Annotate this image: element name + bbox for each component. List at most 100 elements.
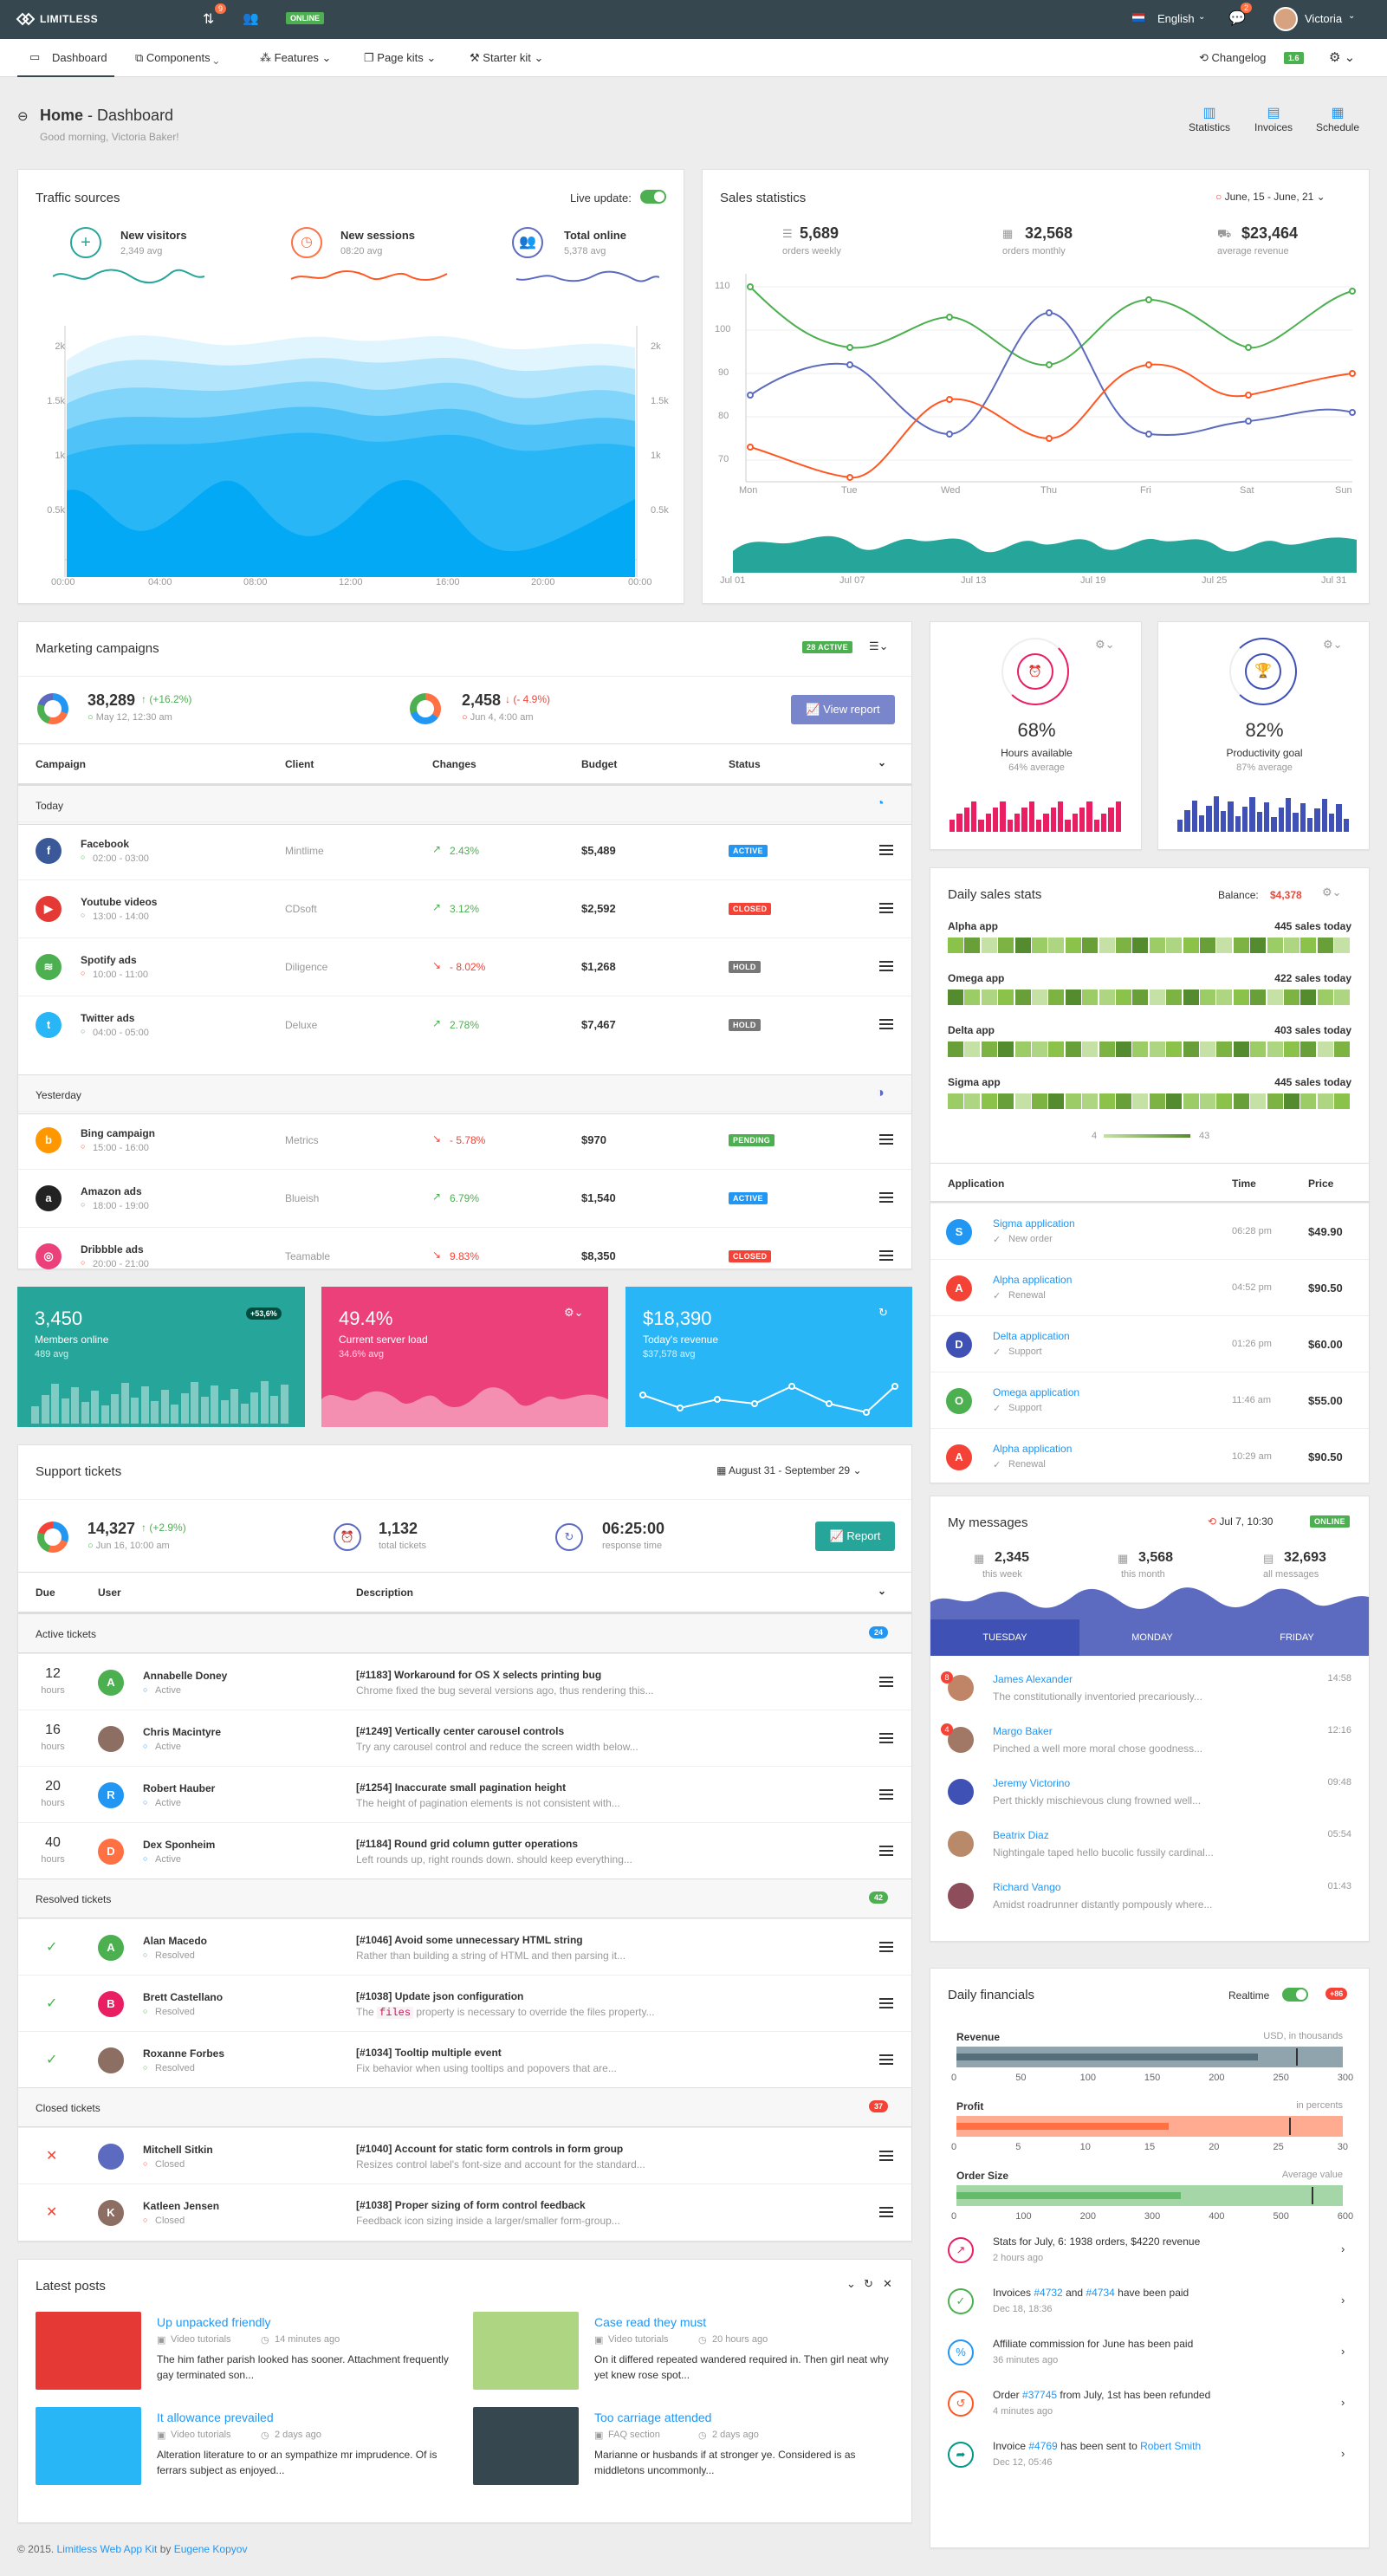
feed-item[interactable]: ↗ Stats for July, 6: 1938 orders, $4220 r… — [930, 2229, 1369, 2280]
table-row[interactable]: f Facebook 02:00 - 03:00 ○ Mintlime ↗ 2.43% $5,… — [18, 821, 911, 879]
campaign-name[interactable]: Amazon ads — [81, 1185, 142, 1197]
gear-icon[interactable]: ⚙ ⌄ — [1329, 50, 1356, 65]
menu-icon[interactable] — [879, 1019, 893, 1029]
user-name[interactable]: Alan Macedo — [143, 1935, 208, 1947]
chevron-right-icon[interactable]: › — [1341, 2294, 1345, 2307]
invoices-button[interactable]: ▤ Invoices — [1249, 104, 1298, 133]
logo-icon[interactable] — [16, 11, 36, 27]
post-category[interactable]: FAQ section — [608, 2430, 660, 2440]
user-name[interactable]: Brett Castellano — [143, 1991, 224, 2003]
table-row[interactable]: ✓ B Brett Castellano ○ Resolved [#1038] Updat… — [18, 1975, 911, 2031]
table-row[interactable]: 16 hours Chris Macintyre ○ Active [#1249] Ver… — [18, 1710, 911, 1766]
ticket-title[interactable]: [#1034] Tooltip multiple event — [356, 2047, 502, 2059]
language-selector[interactable]: English — [1157, 12, 1195, 25]
menu-icon[interactable] — [879, 1846, 893, 1856]
gear-icon[interactable]: ⚙⌄ — [1323, 638, 1343, 651]
chevron-right-icon[interactable]: › — [1341, 2447, 1345, 2460]
table-row[interactable]: ✕ Mitchell Sitkin ○ Closed [#1040] Account f… — [18, 2127, 911, 2183]
table-row[interactable]: A Alpha application ✓ Renewal 04:52 pm $90.50 — [930, 1259, 1369, 1315]
table-row[interactable]: a Amazon ads 18:00 - 19:00 ○ Blueish ↗ 6.79% $1… — [18, 1169, 911, 1227]
user-name[interactable]: Annabelle Doney — [143, 1670, 228, 1682]
tab-features[interactable]: ⁂ Features ⌄ — [260, 51, 332, 64]
changelog-link[interactable]: ⟲ Changelog — [1199, 51, 1266, 65]
table-row[interactable]: 12 hours A Annabelle Doney ○ Active [#1183] Wo… — [18, 1653, 911, 1710]
user-name[interactable]: Chris Macintyre — [143, 1726, 222, 1738]
close-icon[interactable]: ✕ — [883, 2277, 892, 2290]
chevron-down-icon[interactable]: ⌄ — [878, 1585, 887, 1597]
app-link[interactable]: Sigma application — [993, 1217, 1075, 1230]
ticket-title[interactable]: [#1184] Round grid column gutter operati… — [356, 1838, 579, 1850]
user-name[interactable]: Dex Sponheim — [143, 1839, 216, 1851]
campaign-name[interactable]: Bing campaign — [81, 1127, 156, 1139]
tab-dashboard[interactable]: ▭ Dashboard — [17, 39, 114, 77]
user-name[interactable]: Roxanne Forbes — [143, 2047, 225, 2060]
menu-icon[interactable] — [879, 1677, 893, 1687]
menu-icon[interactable]: ☰⌄ — [869, 639, 889, 652]
app-link[interactable]: Alpha application — [993, 1443, 1073, 1455]
message-item[interactable]: 4 Margo Baker 12:16 Pinched a well more mor… — [930, 1718, 1369, 1770]
ticket-title[interactable]: [#1038] Update json configuration — [356, 1990, 524, 2002]
table-row[interactable]: ✓ Roxanne Forbes ○ Resolved [#1034] Tooltip … — [18, 2031, 911, 2087]
menu-icon[interactable] — [879, 1250, 893, 1261]
tab-monday[interactable]: MONDAY — [1131, 1632, 1173, 1643]
table-row[interactable]: b Bing campaign 15:00 - 16:00 ○ Metrics ↘ - 5.… — [18, 1111, 911, 1169]
message-item[interactable]: 8 James Alexander 14:58 The constitutionall… — [930, 1666, 1369, 1718]
app-link[interactable]: Alpha application — [993, 1274, 1073, 1286]
tab-page-kits[interactable]: ❐ Page kits ⌄ — [364, 51, 437, 64]
sender-name[interactable]: Richard Vango — [993, 1881, 1061, 1893]
gear-icon[interactable]: ⚙⌄ — [564, 1306, 584, 1319]
feed-link[interactable]: #4732 — [1034, 2287, 1063, 2299]
menu-icon[interactable] — [879, 1942, 893, 1952]
table-row[interactable]: ≋ Spotify ads 10:00 - 11:00 ○ Diligence ↘ - 8.… — [18, 938, 911, 996]
menu-icon[interactable] — [879, 903, 893, 913]
footer-link[interactable]: Eugene Kopyov — [173, 2543, 248, 2555]
menu-icon[interactable] — [879, 2207, 893, 2217]
refresh-icon[interactable]: ↻ — [878, 1306, 888, 1319]
tab-components[interactable]: ⧉ Components ⌄ — [135, 51, 219, 64]
post-thumbnail[interactable] — [36, 2312, 141, 2390]
menu-icon[interactable] — [879, 1998, 893, 2008]
sender-name[interactable]: Beatrix Diaz — [993, 1829, 1049, 1841]
reload-icon[interactable]: ↻ — [864, 2277, 873, 2290]
menu-icon[interactable] — [879, 1134, 893, 1145]
user-name[interactable]: Robert Hauber — [143, 1782, 216, 1794]
footer-link[interactable]: Limitless Web App Kit — [56, 2543, 158, 2555]
feed-item[interactable]: ➦ Invoice #4769 has been sent to Robert S… — [930, 2433, 1369, 2484]
post-title[interactable]: Up unpacked friendly — [157, 2315, 271, 2329]
gear-icon[interactable]: ⚙⌄ — [1095, 638, 1115, 651]
feed-link[interactable]: Robert Smith — [1140, 2440, 1202, 2452]
post-title[interactable]: Too carriage attended — [594, 2411, 712, 2424]
campaign-name[interactable]: Spotify ads — [81, 954, 137, 966]
table-row[interactable]: S Sigma application ✓ New order 06:28 pm $49.… — [930, 1203, 1369, 1259]
feed-item[interactable]: % Affiliate commission for June has been … — [930, 2331, 1369, 2382]
users-icon[interactable]: 👥 — [243, 11, 259, 26]
table-row[interactable]: ◎ Dribbble ads 20:00 - 21:00 ○ Teamable ↘ 9.83… — [18, 1227, 911, 1285]
git-icon[interactable]: ⇅ — [203, 12, 215, 27]
campaign-name[interactable]: Dribbble ads — [81, 1243, 144, 1256]
feed-link[interactable]: #4734 — [1086, 2287, 1115, 2299]
post-title[interactable]: It allowance prevailed — [157, 2411, 274, 2424]
sales-line-chart[interactable] — [711, 274, 1370, 499]
table-row[interactable]: A Alpha application ✓ Renewal 10:29 am $90.50 — [930, 1428, 1369, 1484]
chevron-right-icon[interactable]: › — [1341, 2242, 1345, 2255]
ticket-title[interactable]: [#1040] Account for static form controls… — [356, 2143, 624, 2155]
campaign-name[interactable]: Youtube videos — [81, 896, 158, 908]
date-range-picker[interactable]: ○ June, 15 - June, 21 ⌄ — [1215, 191, 1325, 203]
chevron-down-icon[interactable]: ⌄ — [878, 756, 887, 769]
sender-name[interactable]: Margo Baker — [993, 1725, 1053, 1737]
table-row[interactable]: ✓ A Alan Macedo ○ Resolved [#1046] Avoid some… — [18, 1918, 911, 1975]
user-name[interactable]: Katleen Jensen — [143, 2200, 220, 2212]
feed-link[interactable]: #4769 — [1028, 2440, 1058, 2452]
menu-icon[interactable] — [879, 1192, 893, 1203]
table-row[interactable]: D Delta application ✓ Support 01:26 pm $60.00 — [930, 1315, 1369, 1372]
menu-icon[interactable] — [879, 1733, 893, 1743]
user-name[interactable]: Mitchell Sitkin — [143, 2144, 213, 2156]
schedule-button[interactable]: ▦ Schedule — [1313, 104, 1362, 133]
feed-item[interactable]: ↺ Order #37745 from July, 1st has been re… — [930, 2382, 1369, 2433]
ticket-title[interactable]: [#1038] Proper sizing of form control fe… — [356, 2199, 586, 2211]
ticket-title[interactable]: [#1254] Inaccurate small pagination heig… — [356, 1781, 567, 1794]
menu-icon[interactable] — [879, 961, 893, 971]
chevron-right-icon[interactable]: › — [1341, 2345, 1345, 2358]
ticket-title[interactable]: [#1046] Avoid some unnecessary HTML stri… — [356, 1934, 583, 1946]
chat-icon[interactable]: 💬 — [1228, 11, 1246, 26]
